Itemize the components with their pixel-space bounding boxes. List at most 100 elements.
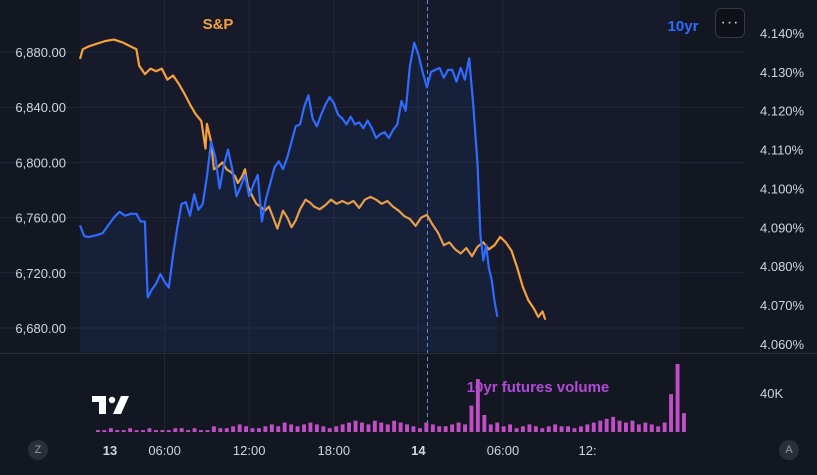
grid-layer xyxy=(0,0,745,432)
volume-bar xyxy=(192,428,197,432)
volume-bar xyxy=(308,422,313,432)
volume-bar xyxy=(662,422,667,432)
tenyr-series-label: 10yr xyxy=(668,18,699,35)
x-tick-label: 06:00 xyxy=(148,443,181,458)
volume-bar xyxy=(199,430,203,432)
volume-bar xyxy=(179,428,184,432)
right-tick-label: 4.080% xyxy=(760,259,805,274)
volume-bar xyxy=(385,424,390,432)
volume-bar xyxy=(244,426,248,432)
volume-bar xyxy=(360,422,364,432)
volume-bar xyxy=(475,379,480,432)
volume-bar xyxy=(611,416,616,432)
volume-bar xyxy=(289,424,294,432)
volume-bar xyxy=(585,424,590,432)
more-options-button[interactable]: ··· xyxy=(715,8,745,38)
volume-layer xyxy=(96,364,686,432)
x-axis: 13 06:00 12:00 18:00 14 06:00 12: xyxy=(103,443,597,458)
right-tick-label: 4.140% xyxy=(760,26,805,41)
volume-bar xyxy=(566,426,570,432)
a-button[interactable]: A xyxy=(779,440,799,460)
right-tick-label: 4.100% xyxy=(760,182,805,197)
volume-bar xyxy=(514,428,519,432)
volume-bar xyxy=(231,426,236,432)
volume-bar xyxy=(430,424,435,432)
volume-bar xyxy=(501,426,506,432)
x-tick-label: 06:00 xyxy=(487,443,520,458)
volume-bar xyxy=(302,424,306,432)
volume-bar xyxy=(392,420,397,432)
volume-bar xyxy=(269,424,274,432)
tenyr-area xyxy=(80,42,498,352)
volume-bar xyxy=(276,426,281,432)
right-tick-label: 4.060% xyxy=(760,337,805,352)
volume-bar xyxy=(263,426,268,432)
volume-bar xyxy=(675,364,680,432)
volume-bar xyxy=(636,424,641,432)
left-tick-label: 6,880.00 xyxy=(15,45,66,60)
volume-bar xyxy=(411,426,416,432)
volume-bar xyxy=(379,422,384,432)
volume-bar xyxy=(128,428,133,432)
right-tick-label: 4.090% xyxy=(760,220,805,235)
x-tick-label: 14 xyxy=(411,443,426,458)
volume-bar xyxy=(572,428,577,432)
series-layer xyxy=(78,38,547,352)
x-tick-label: 18:00 xyxy=(318,443,351,458)
right-axis: 4.140% 4.130% 4.120% 4.110% 4.100% 4.090% 4.08… xyxy=(760,26,805,401)
right-tick-label: 4.120% xyxy=(760,104,805,119)
volume-bar xyxy=(160,430,165,432)
x-tick-label: 12: xyxy=(579,443,597,458)
volume-bar xyxy=(366,424,371,432)
volume-bar xyxy=(591,422,596,432)
left-tick-label: 6,800.00 xyxy=(15,155,66,170)
volume-bar xyxy=(669,394,673,432)
volume-bar xyxy=(424,422,429,432)
volume-bar xyxy=(218,428,223,432)
volume-bar xyxy=(463,424,467,432)
volume-bar xyxy=(327,428,332,432)
volume-bar xyxy=(643,422,648,432)
z-button[interactable]: Z xyxy=(28,440,48,460)
volume-bar xyxy=(533,426,538,432)
volume-bar xyxy=(334,426,339,432)
volume-bar xyxy=(115,430,120,432)
volume-bar xyxy=(604,418,609,432)
tenyr-line xyxy=(78,41,499,318)
volume-bar xyxy=(250,428,255,432)
volume-bar xyxy=(527,424,532,432)
volume-bar xyxy=(173,428,178,432)
volume-bar xyxy=(321,426,326,432)
volume-bar xyxy=(295,426,300,432)
volume-bar xyxy=(617,420,622,432)
right-tick-label: 4.110% xyxy=(760,143,804,158)
volume-bar xyxy=(443,426,448,432)
volume-bar xyxy=(559,426,564,432)
volume-bar xyxy=(456,422,461,432)
volume-bar xyxy=(314,424,319,432)
volume-bar xyxy=(211,426,216,432)
volume-bar xyxy=(546,426,551,432)
x-tick-label: 12:00 xyxy=(233,443,266,458)
volume-series-label: 10yr futures volume xyxy=(467,379,610,396)
volume-bar xyxy=(282,422,287,432)
volume-bar xyxy=(437,426,442,432)
volume-bar xyxy=(630,420,635,432)
volume-bar xyxy=(418,428,422,432)
volume-bar xyxy=(405,424,409,432)
sp-series-label: S&P xyxy=(203,16,234,33)
volume-bar xyxy=(237,424,242,432)
volume-bar xyxy=(521,426,525,432)
volume-bar xyxy=(579,426,583,432)
left-tick-label: 6,760.00 xyxy=(15,211,66,226)
volume-bar xyxy=(121,430,126,432)
volume-bar xyxy=(482,415,487,432)
volume-bar xyxy=(450,424,455,432)
volume-bar xyxy=(134,430,139,432)
volume-bar xyxy=(624,422,628,432)
volume-bar xyxy=(495,422,500,432)
volume-bar xyxy=(353,420,358,432)
volume-bar xyxy=(205,430,210,432)
